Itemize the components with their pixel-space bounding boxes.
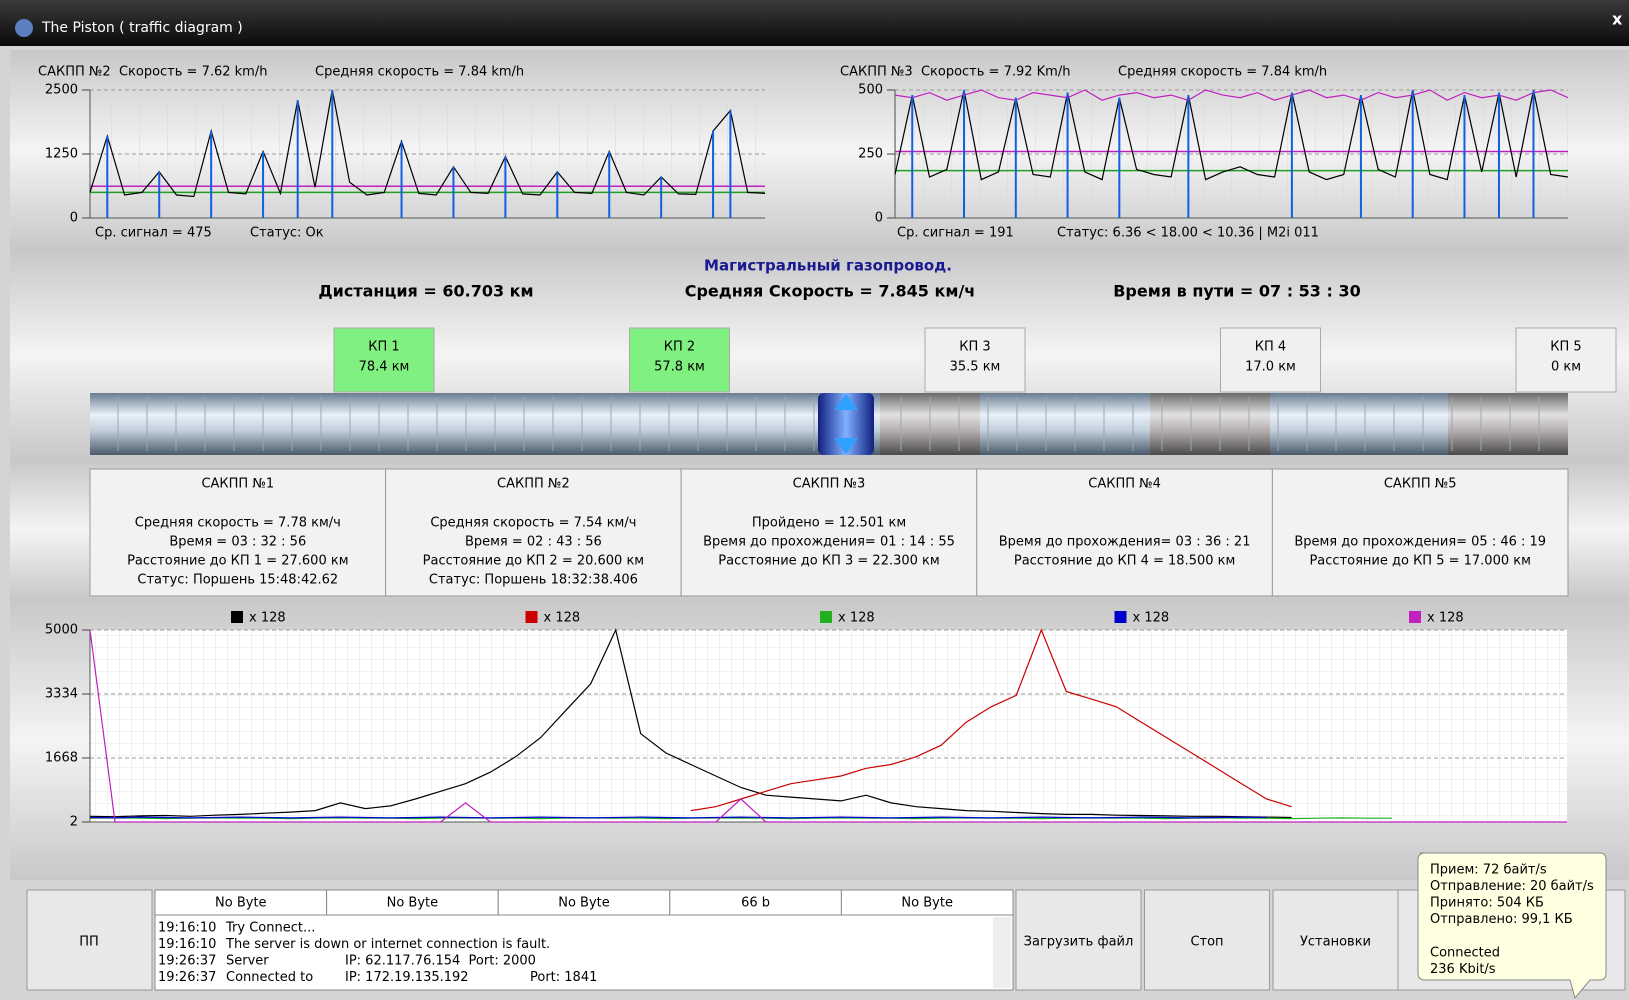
- log-text: 19:26:37: [158, 970, 216, 985]
- y-tick-label: 5000: [45, 623, 78, 638]
- chart-title: САКПП №3 Скорость = 7.92 Km/h: [840, 65, 1070, 80]
- checkpoint-name: КП 4: [1255, 340, 1286, 355]
- legend-swatch: [526, 611, 538, 623]
- annotation: Ср. сигнал = 475: [95, 226, 212, 241]
- y-tick-label: 2500: [45, 83, 78, 98]
- station-line: Расстояние до КП 4 = 18.500 км: [1014, 554, 1235, 569]
- station-line: Время до прохождения= 01 : 14 : 55: [703, 535, 955, 550]
- station-title: САКПП №3: [793, 477, 866, 492]
- legend-swatch: [231, 611, 243, 623]
- y-tick-label: 250: [858, 147, 883, 162]
- log-text: 19:26:37: [158, 954, 216, 969]
- button-label: Загрузить файл: [1024, 935, 1134, 950]
- checkpoint-name: КП 3: [959, 340, 990, 355]
- log-text: 19:16:10: [158, 921, 216, 936]
- checkpoint-distance: 35.5 км: [950, 360, 1001, 375]
- window-title: The Piston ( traffic diagram ): [41, 20, 243, 36]
- app-icon: [15, 19, 33, 37]
- station-line: Расстояние до КП 2 = 20.600 км: [423, 554, 644, 569]
- station-line: Средняя скорость = 7.54 км/ч: [430, 516, 636, 531]
- tooltip-text: 236 Kbit/s: [1430, 962, 1496, 977]
- legend-swatch: [1115, 611, 1127, 623]
- checkpoint-name: КП 2: [664, 340, 695, 355]
- y-tick-label: 2: [70, 815, 78, 830]
- station-line: Пройдено = 12.501 км: [752, 516, 906, 531]
- station-line: Расстояние до КП 5 = 17.000 км: [1309, 554, 1530, 569]
- log-text: IP: 62.117.76.154 Port: 2000: [345, 954, 536, 969]
- station-title: САКПП №5: [1384, 477, 1457, 492]
- checkpoint-distance: 17.0 км: [1245, 360, 1296, 375]
- station-title: САКПП №4: [1088, 477, 1161, 492]
- log-text: Port: 1841: [530, 970, 597, 985]
- button-label: Установки: [1300, 935, 1371, 950]
- byte-counter: 66 b: [741, 896, 770, 911]
- close-button[interactable]: x: [1612, 10, 1623, 29]
- tooltip-text: Принято: 504 КБ: [1430, 896, 1544, 911]
- checkpoint-distance: 57.8 км: [654, 360, 705, 375]
- station-line: Время = 03 : 32 : 56: [169, 535, 306, 550]
- legend-label: x 128: [544, 611, 581, 626]
- y-tick-label: 3334: [45, 687, 78, 702]
- annotation: Ср. сигнал = 191: [897, 226, 1014, 241]
- tooltip-text: Прием: 72 байт/s: [1430, 863, 1547, 878]
- log-text: Try Connect...: [225, 921, 315, 936]
- legend-label: x 128: [1427, 611, 1464, 626]
- station-line: Статус: Поршень 18:32:38.406: [429, 573, 638, 588]
- distance: Дистанция = 60.703 км: [318, 282, 533, 301]
- station-title: САКПП №1: [201, 477, 274, 492]
- y-tick-label: 1668: [45, 751, 78, 766]
- window: The Piston ( traffic diagram ) x Магистр…: [0, 0, 1629, 1000]
- tooltip-text: Отправление: 20 байт/s: [1430, 879, 1594, 894]
- button-label: Стоп: [1190, 935, 1223, 950]
- legend-swatch: [820, 611, 832, 623]
- station-title: САКПП №2: [497, 477, 570, 492]
- heading: Магистральный газопровод.: [704, 257, 952, 275]
- station-line: Время до прохождения= 03 : 36 : 21: [999, 535, 1251, 550]
- travel-time: Время в пути = 07 : 53 : 30: [1113, 282, 1361, 301]
- chart-subtitle: Средняя скорость = 7.84 km/h: [1118, 65, 1327, 80]
- y-tick-label: 0: [70, 211, 78, 226]
- tooltip-text: Connected: [1430, 946, 1500, 961]
- checkpoint-name: КП 1: [368, 340, 399, 355]
- page: The Piston ( traffic diagram ) x Магистр…: [0, 0, 1629, 1000]
- title-bar: [0, 0, 1629, 46]
- log-text: IP: 172.19.135.192: [345, 970, 469, 985]
- chart-subtitle: Средняя скорость = 7.84 km/h: [315, 65, 524, 80]
- station-line: Статус: Поршень 15:48:42.62: [137, 573, 338, 588]
- legend-swatch: [1409, 611, 1421, 623]
- station-line: Расстояние до КП 3 = 22.300 км: [718, 554, 939, 569]
- station-line: Средняя скорость = 7.78 км/ч: [135, 516, 341, 531]
- byte-counter: No Byte: [387, 896, 439, 911]
- checkpoint-distance: 78.4 км: [359, 360, 410, 375]
- byte-counter: No Byte: [901, 896, 953, 911]
- pipe-section: [1448, 393, 1568, 455]
- annotation: Статус: Ок: [250, 226, 324, 241]
- pp-label: ПП: [79, 935, 99, 950]
- log-text: 19:16:10: [158, 937, 216, 952]
- byte-counter: No Byte: [215, 896, 267, 911]
- plot-grid: [90, 630, 1567, 822]
- avg-speed: Средняя Скорость = 7.845 км/ч: [685, 282, 976, 301]
- station-line: Время до прохождения= 05 : 46 : 19: [1294, 535, 1546, 550]
- station-line: Время = 02 : 43 : 56: [465, 535, 602, 550]
- station-line: Расстояние до КП 1 = 27.600 км: [127, 554, 348, 569]
- legend-label: x 128: [1133, 611, 1170, 626]
- checkpoint-distance: 0 км: [1551, 360, 1581, 375]
- byte-counter: No Byte: [558, 896, 610, 911]
- log-text: Server: [226, 954, 269, 969]
- tooltip-text: Отправлено: 99,1 КБ: [1430, 912, 1573, 927]
- pipe-section: [1150, 393, 1270, 455]
- log-text: Connected to: [226, 970, 313, 985]
- y-tick-label: 0: [875, 211, 883, 226]
- chart-title: САКПП №2 Скорость = 7.62 km/h: [38, 65, 267, 80]
- checkpoint-name: КП 5: [1550, 340, 1581, 355]
- y-tick-label: 500: [858, 83, 883, 98]
- legend-label: x 128: [838, 611, 875, 626]
- scrollbar: [993, 917, 1011, 988]
- annotation: Статус: 6.36 < 18.00 < 10.36 | M2i 011: [1057, 226, 1319, 241]
- legend-label: x 128: [249, 611, 286, 626]
- log-text: The server is down or internet connectio…: [225, 937, 550, 952]
- y-tick-label: 1250: [45, 147, 78, 162]
